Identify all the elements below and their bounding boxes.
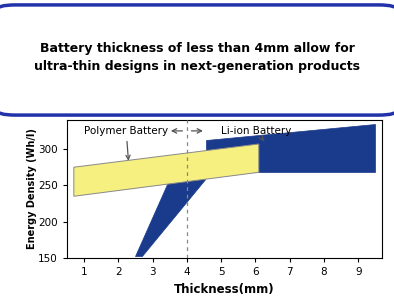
Text: Battery thickness of less than 4mm allow for
ultra-thin designs in next-generati: Battery thickness of less than 4mm allow… — [34, 42, 360, 73]
Text: Polymer Battery: Polymer Battery — [84, 126, 168, 159]
Polygon shape — [74, 144, 259, 196]
Text: Li-ion Battery: Li-ion Battery — [221, 126, 292, 141]
FancyBboxPatch shape — [0, 5, 394, 115]
X-axis label: Thickness(mm): Thickness(mm) — [174, 283, 275, 296]
Polygon shape — [136, 180, 206, 256]
Y-axis label: Energy Density (Wh/l): Energy Density (Wh/l) — [27, 129, 37, 249]
Polygon shape — [206, 124, 375, 172]
